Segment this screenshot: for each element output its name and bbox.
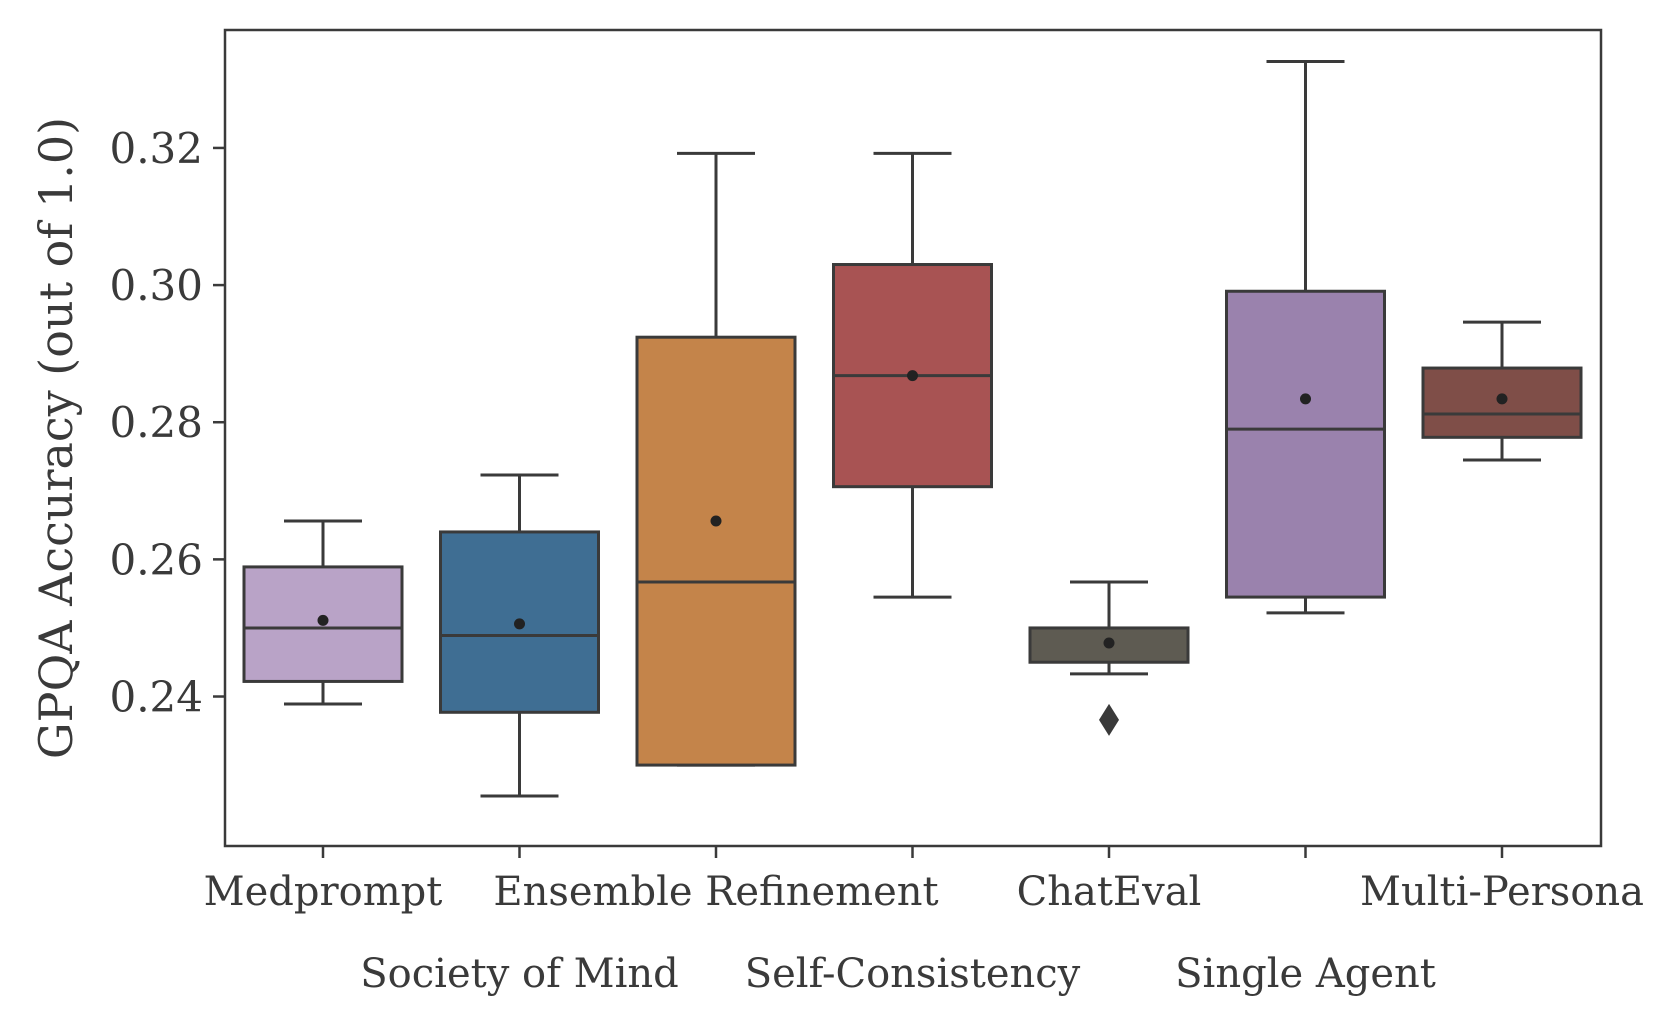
y-axis-title: GPQA Accuracy (out of 1.0) bbox=[29, 117, 83, 759]
box-medprompt bbox=[242, 519, 404, 706]
y-tick-label: 0.28 bbox=[109, 398, 203, 447]
y-tick-label: 0.24 bbox=[109, 673, 203, 722]
y-tick-label: 0.30 bbox=[109, 261, 203, 310]
mean-point bbox=[1300, 393, 1311, 405]
x-tick-label: Medprompt bbox=[204, 869, 443, 915]
y-ticks-layer: 0.24 0.26 0.28 0.30 0.32 bbox=[109, 124, 225, 722]
box-ensemble-refinement bbox=[635, 151, 797, 767]
box-chateval bbox=[1028, 580, 1190, 736]
mean-point bbox=[514, 618, 525, 630]
x-tick-label: Single Agent bbox=[1175, 951, 1436, 997]
mean-point bbox=[1103, 637, 1115, 649]
mean-point bbox=[710, 515, 722, 527]
y-tick-label: 0.26 bbox=[109, 535, 203, 584]
iqr-box bbox=[635, 335, 797, 767]
box-single-agent bbox=[1225, 60, 1386, 615]
x-ticks-layer: Medprompt Society of Mind Ensemble Refinem… bbox=[204, 846, 1644, 997]
x-tick-label: Multi-Persona bbox=[1360, 869, 1644, 915]
mean-point bbox=[317, 614, 329, 626]
iqr-box bbox=[1225, 289, 1386, 599]
x-tick-label: Self-Consistency bbox=[745, 951, 1081, 997]
box-society-of-mind bbox=[439, 473, 600, 798]
box-self-consistency bbox=[832, 151, 993, 599]
mean-point bbox=[907, 370, 918, 382]
x-tick-label: Ensemble Refinement bbox=[493, 869, 938, 915]
y-tick-label: 0.32 bbox=[109, 124, 203, 173]
mean-point bbox=[1496, 393, 1508, 405]
boxes-layer bbox=[242, 60, 1583, 798]
x-tick-label: ChatEval bbox=[1017, 869, 1202, 915]
outlier-point bbox=[1099, 703, 1119, 736]
x-tick-label: Society of Mind bbox=[360, 951, 678, 997]
box-multi-persona bbox=[1421, 320, 1583, 462]
